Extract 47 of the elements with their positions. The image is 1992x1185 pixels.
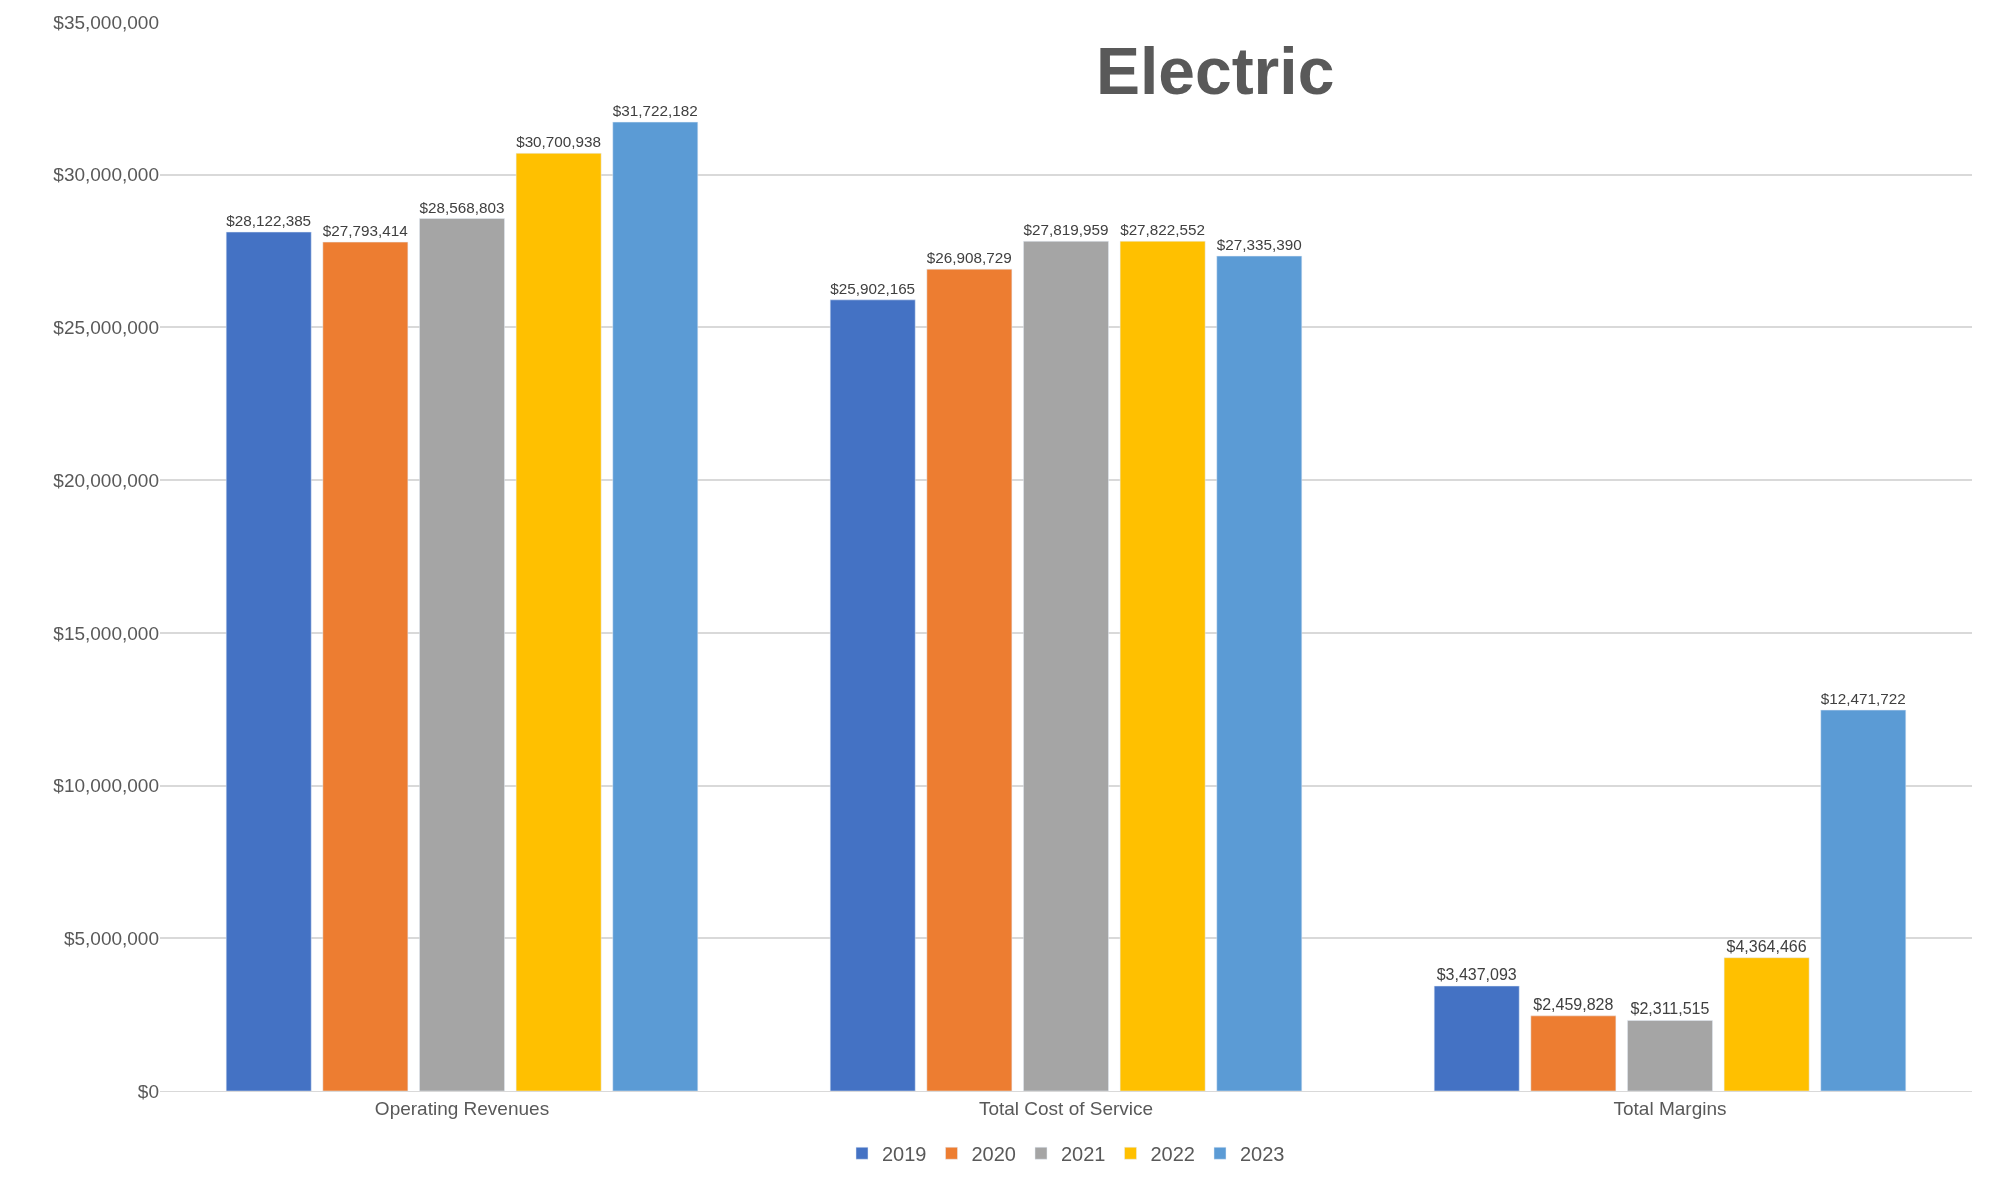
legend-label: 2020	[971, 1143, 1016, 1166]
x-tick-label: Total Margins	[1613, 1097, 1727, 1119]
data-label: $31,722,182	[612, 102, 698, 120]
bar	[1530, 1015, 1617, 1091]
x-tick-label: Operating Revenues	[374, 1097, 550, 1119]
y-tick-label: $0	[137, 1080, 159, 1102]
bar	[1023, 241, 1109, 1091]
bar	[1820, 709, 1907, 1091]
legend-label: 2022	[1150, 1143, 1195, 1166]
data-label: $27,793,414	[322, 222, 409, 240]
y-tick-label: $10,000,000	[53, 775, 159, 797]
y-tick-label: $30,000,000	[53, 164, 159, 186]
legend-label: 2023	[1240, 1143, 1285, 1166]
bar	[515, 153, 602, 1091]
chart-title: Electric	[1095, 33, 1335, 108]
y-tick-label: $35,000,000	[53, 11, 159, 33]
data-label: $27,822,552	[1120, 221, 1206, 239]
y-tick-label: $25,000,000	[53, 317, 159, 339]
y-tick-label: $20,000,000	[53, 469, 159, 491]
bar	[612, 121, 699, 1091]
data-label: $25,902,165	[830, 280, 916, 298]
bar	[322, 241, 409, 1091]
data-label: $12,471,722	[1820, 690, 1906, 708]
bar	[926, 268, 1013, 1091]
data-label: $27,335,390	[1216, 236, 1302, 254]
data-label: $2,459,828	[1533, 995, 1614, 1013]
bar	[829, 299, 916, 1091]
data-label: $28,122,385	[226, 212, 312, 230]
bar	[1433, 985, 1520, 1091]
bar	[1627, 1020, 1713, 1091]
data-label: $3,437,093	[1436, 966, 1517, 984]
data-label: $2,311,515	[1630, 1000, 1710, 1018]
y-tick-label: $5,000,000	[63, 927, 159, 949]
x-tick-label: Total Cost of Service	[978, 1097, 1154, 1119]
bar	[419, 218, 505, 1091]
bar	[1216, 255, 1303, 1091]
data-label: $26,908,729	[926, 249, 1012, 267]
bar	[1723, 957, 1810, 1091]
legend-label: 2019	[882, 1143, 927, 1166]
legend-label: 2021	[1061, 1143, 1106, 1166]
data-label: $27,819,959	[1023, 221, 1109, 239]
y-tick-label: $15,000,000	[53, 622, 159, 644]
data-label: $28,568,803	[419, 198, 505, 216]
data-label: $4,364,466	[1726, 937, 1807, 955]
bar	[1119, 240, 1206, 1091]
bar	[225, 231, 312, 1091]
data-label: $30,700,938	[516, 133, 602, 151]
